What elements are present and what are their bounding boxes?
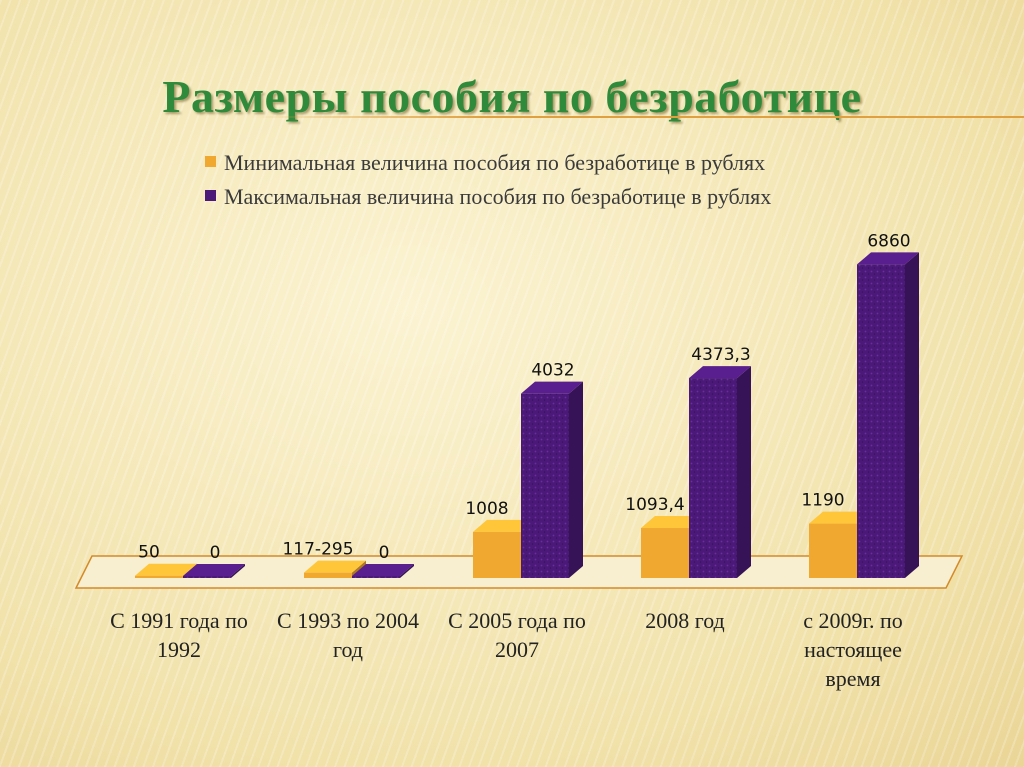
bar-max-4 — [857, 252, 919, 578]
category-label-4: с 2009г. по настоящее время — [803, 608, 903, 691]
title-underline — [250, 116, 1024, 118]
legend-label-max: Максимальная величина пособия по безрабо… — [224, 184, 772, 209]
value-label-min-2: 1008 — [465, 499, 508, 519]
value-label-min-1: 117-295 — [282, 540, 353, 560]
legend-swatch-max — [205, 190, 216, 201]
category-label-3: 2008 год — [645, 608, 725, 633]
value-label-min-4: 1190 — [801, 491, 844, 511]
category-label-1: С 1993 по 2004 год — [277, 608, 419, 662]
chart-title: Размеры пособия по безработице — [162, 71, 862, 122]
value-label-min-3: 1093,4 — [625, 495, 684, 515]
bar-max-1 — [352, 564, 414, 578]
legend-item-max: Максимальная величина пособия по безрабо… — [205, 182, 805, 212]
value-label-max-2: 4032 — [531, 361, 574, 381]
legend: Минимальная величина пособия по безработ… — [205, 148, 805, 216]
value-label-max-0: 0 — [210, 543, 221, 563]
value-label-max-1: 0 — [379, 543, 390, 563]
category-label-0: С 1991 года по 1992 — [110, 608, 248, 662]
legend-swatch-min — [205, 156, 216, 167]
bar-max-3 — [689, 366, 751, 578]
value-label-min-0: 50 — [138, 543, 160, 563]
legend-item-min: Минимальная величина пособия по безработ… — [205, 148, 805, 178]
legend-label-min: Минимальная величина пособия по безработ… — [224, 150, 766, 175]
bar-max-0 — [183, 564, 245, 578]
bar-max-2 — [521, 381, 583, 578]
category-label-2: С 2005 года по 2007 — [448, 608, 586, 662]
value-label-max-3: 4373,3 — [691, 345, 750, 365]
value-label-max-4: 6860 — [867, 231, 910, 251]
